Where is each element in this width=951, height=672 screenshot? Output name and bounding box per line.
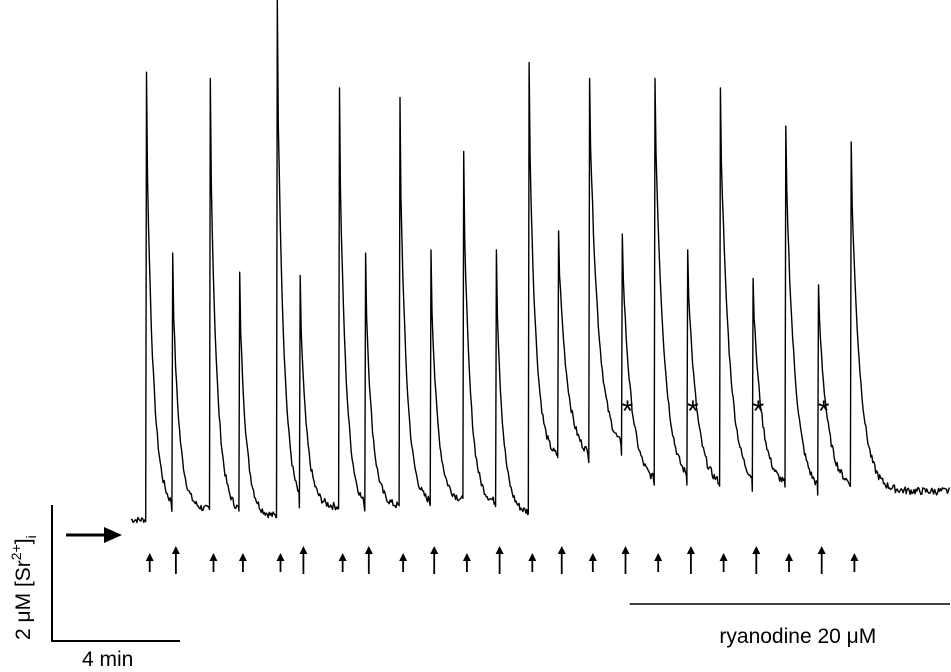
scale-bar-x-label: 4 min [82, 648, 133, 671]
stimulus-arrow-head-2 [171, 546, 180, 554]
scale-bar-y-label: 2 μM [Sr2+]i [8, 535, 39, 640]
stimulus-arrow-head-6 [299, 546, 308, 554]
stimulus-arrow-head-10 [430, 546, 439, 554]
scale-bar: 2 μM [Sr2+]i 4 min [8, 505, 180, 671]
y-scale-main: 2 μM [Sr [12, 560, 35, 640]
stimulus-arrows [145, 546, 859, 574]
stimulus-arrow-head-9 [399, 553, 408, 561]
stimulus-arrow-head-21 [785, 553, 793, 561]
asterisk-marker-18: * [687, 395, 699, 428]
stimulus-arrow-head-14 [557, 546, 566, 554]
asterisk-marker-16: * [622, 395, 634, 428]
asterisk-marker-20: * [752, 395, 764, 428]
y-scale-sub: i [23, 535, 39, 538]
stimulus-arrow-head-20 [752, 546, 761, 554]
stimulus-arrow-head-23 [850, 553, 859, 561]
asterisk-markers: * * * * [622, 395, 830, 428]
stimulus-arrow-head-15 [588, 553, 597, 561]
stimulus-arrow-head-8 [364, 546, 373, 554]
stimulus-arrow-head-1 [145, 553, 154, 561]
asterisk-marker-22: * [818, 395, 830, 428]
stimulus-arrow-head-12 [495, 546, 504, 554]
stimulus-arrow-head-13 [528, 553, 537, 561]
stimulus-arrow-head-19 [719, 553, 728, 561]
stimulus-arrow-head-4 [238, 553, 247, 561]
y-scale-close: ] [12, 538, 35, 544]
y-scale-sup: 2+ [8, 544, 24, 560]
stimulus-arrow-head-22 [817, 546, 826, 554]
stimulus-arrow-head-16 [621, 546, 630, 554]
stimulus-arrow-head-17 [654, 553, 663, 561]
ryanodine-label: ryanodine 20 μM [719, 625, 876, 648]
stimulus-arrow-head-18 [686, 546, 695, 554]
baseline-arrow [66, 527, 122, 543]
sr-concentration-trace [130, 0, 950, 524]
stimulus-arrow-head-7 [338, 553, 347, 561]
stimulus-arrow-head-3 [209, 553, 218, 561]
stimulus-arrow-head-11 [462, 553, 471, 561]
stimulus-arrow-head-5 [276, 553, 285, 561]
